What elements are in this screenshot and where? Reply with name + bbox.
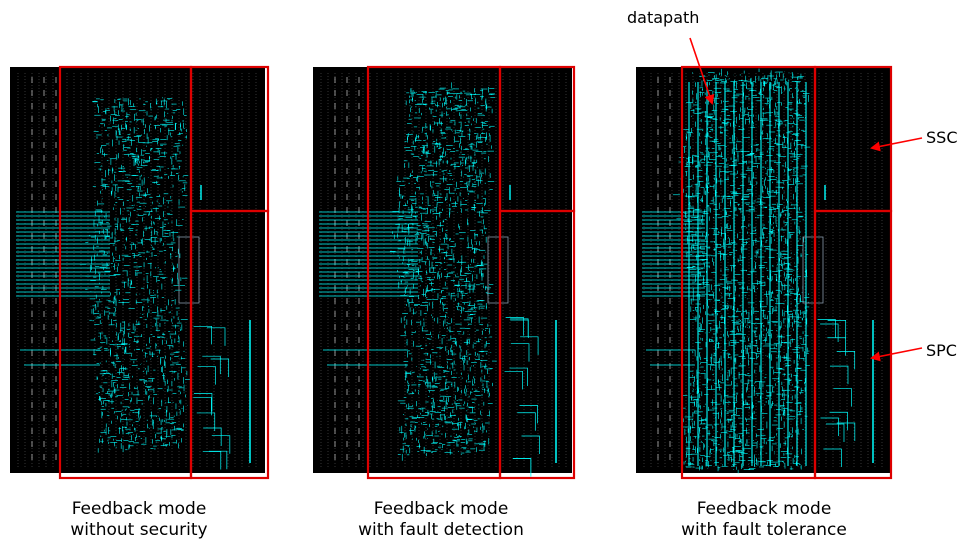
layout-panel-2 [313,65,576,480]
datapath-routing [672,68,811,474]
control-wire [509,367,528,387]
control-block [487,236,509,304]
control-wire [512,458,532,477]
datapath-routing [389,82,497,461]
control-routing [193,185,251,470]
control-wire [505,317,524,336]
control-wire [206,327,226,346]
io-bus [16,211,110,366]
control-wire [520,336,539,355]
control-wire [210,358,230,377]
control-routing [504,185,557,477]
control-wire [193,397,212,416]
control-wire [193,393,213,412]
die-background [313,67,572,473]
spc-region-outline [498,209,576,480]
control-wire [208,450,228,470]
control-wire [202,355,221,375]
control-wire [193,325,212,345]
control-wire [510,343,530,362]
control-wire [211,435,231,454]
control-wire [504,370,523,390]
control-wire [196,412,216,431]
control-wire [521,435,540,455]
control-wire [197,366,216,385]
control-wire [510,319,529,339]
layout-panel-3 [636,65,893,480]
control-block [178,236,200,304]
die-background [636,67,891,473]
die-background [10,67,265,473]
control-wire [203,427,222,446]
control-wire [519,405,538,424]
datapath-routing [79,97,192,453]
spc-region-outline [189,209,270,480]
control-wire [517,412,536,431]
layout-panel-1 [10,65,270,480]
control-wire [202,451,222,470]
